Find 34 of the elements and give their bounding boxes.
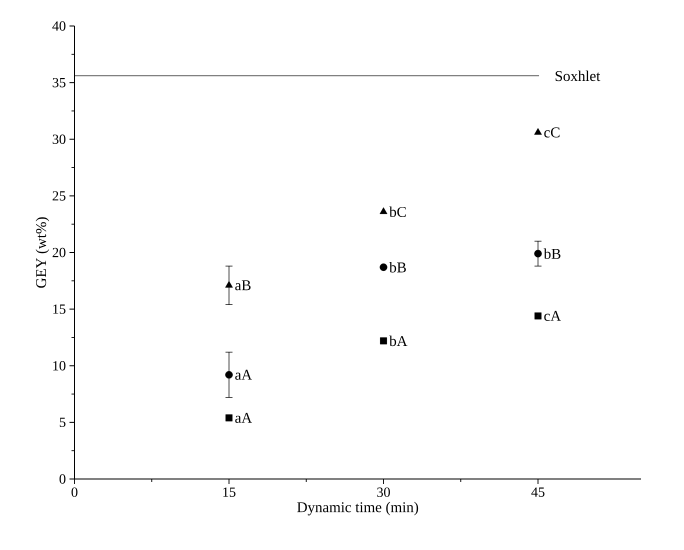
point [225, 371, 233, 379]
point [534, 128, 542, 135]
x-axis-title: Dynamic time (min) [297, 502, 418, 516]
x-tick-label: 0 [72, 488, 78, 497]
point [534, 312, 542, 320]
y-tick-label: 10 [53, 361, 66, 370]
data-label: bA [389, 336, 408, 346]
data-label: aB [235, 280, 251, 290]
y-axis-title: GEY (wt%) [36, 217, 50, 288]
y-tick-label: 25 [52, 191, 66, 201]
y-tick-label: 35 [52, 78, 66, 88]
point [380, 263, 388, 272]
point [225, 280, 233, 288]
y-tick-label: 20 [52, 248, 66, 258]
point [380, 207, 388, 214]
point [534, 250, 542, 258]
ref-line-label: Soxhlet [556, 70, 600, 82]
data-label: cA [544, 310, 562, 321]
point [380, 337, 388, 344]
y-tick-label: 40 [52, 21, 66, 31]
data-label: aA [235, 370, 252, 380]
x-tick-label: 15 [223, 488, 236, 497]
data-label: bB [389, 262, 406, 272]
x-tick-label: 45 [531, 488, 544, 497]
y-tick-label: 30 [52, 134, 66, 144]
data-label: bB [544, 248, 560, 259]
x-tick-label: 30 [377, 488, 390, 497]
data-label: aA [235, 412, 252, 423]
y-tick-label: 5 [60, 418, 66, 428]
data-label: bC [389, 206, 406, 217]
y-tick-label: 15 [53, 304, 66, 314]
point [226, 414, 232, 422]
data-label: cC [544, 127, 560, 138]
y-tick-label: 0 [60, 474, 66, 484]
